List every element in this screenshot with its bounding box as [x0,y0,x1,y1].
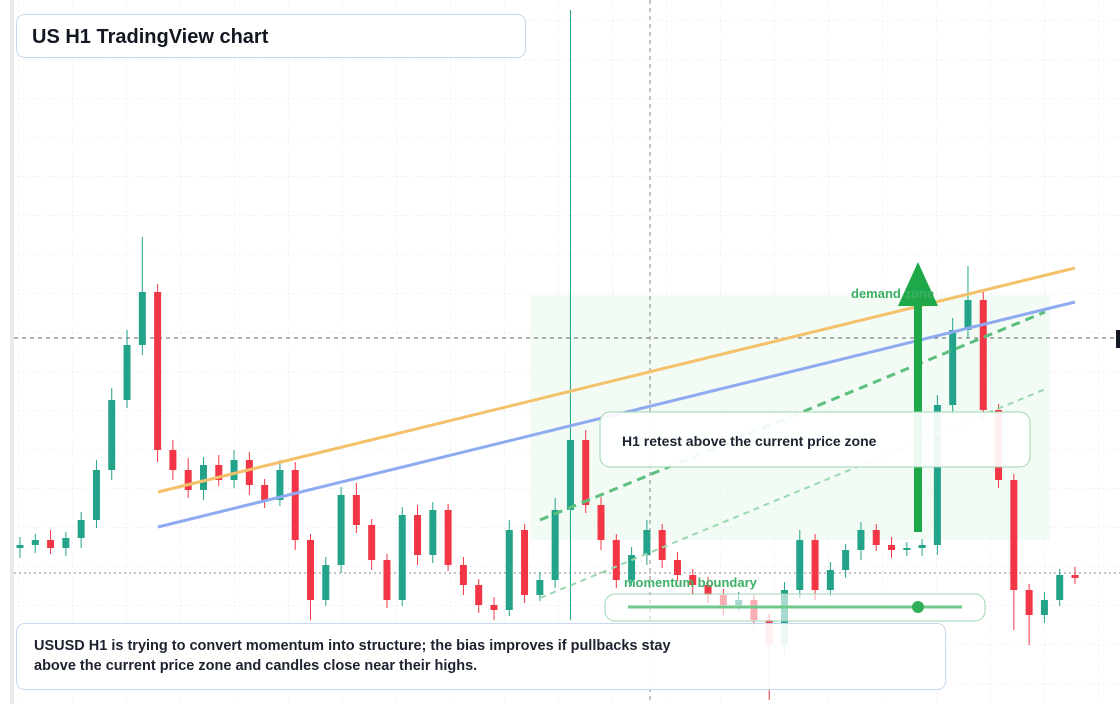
candle-body [1056,575,1064,600]
candle-body [322,565,330,600]
candle-body [689,575,697,585]
candle-body [92,470,100,520]
candle-body [490,605,498,610]
candle-body [612,540,620,580]
candle-body [368,525,376,560]
candle-body [566,440,574,510]
candle-body [857,530,865,550]
candle-body [383,560,391,600]
channel-lower [539,387,1049,599]
candle-body [215,465,223,480]
candle-body [888,545,896,550]
candle-body [933,405,941,545]
note-text: H1 retest above the current price zone [622,433,877,449]
candle-body [536,580,544,595]
candle-body [16,545,24,548]
candle-body [429,510,437,555]
left-edge [10,0,14,704]
candle-body [521,530,529,595]
candle-body [138,292,146,345]
candle-body [811,540,819,590]
candle-body [307,540,315,600]
candle-body [1040,600,1048,615]
slider-handle[interactable] [912,601,924,613]
summary-text: USUSD H1 is trying to convert momentum i… [34,638,671,674]
summary: USUSD H1 is trying to convert momentum i… [34,638,671,674]
candle-body [62,538,70,548]
candle-body [154,292,162,450]
candle-body [582,440,590,505]
candle-body [1025,590,1033,615]
candle-body [673,560,681,575]
arrow-head [898,262,938,306]
candle-body [551,510,559,580]
candle-body [245,460,253,485]
candle-body [643,530,651,555]
zone-label: demand zone [851,286,934,301]
candle-body [31,540,39,545]
candle-body [77,520,85,538]
candle-body [796,540,804,590]
note-box [599,411,1031,468]
candle-body [459,565,467,585]
candle-body [276,470,284,500]
candle-body [949,330,957,405]
candle-body [872,530,880,545]
candle-body [230,460,238,480]
summary-box [16,623,946,690]
candle-body [826,570,834,590]
candle-body [628,555,636,580]
candle-body [842,550,850,570]
candle-body [903,548,911,550]
candle-body [1010,480,1018,590]
candle-body [352,495,360,525]
candle-body [918,545,926,548]
candle-body [505,530,513,610]
candle-body [199,465,207,490]
candle-body [261,485,269,500]
candle-body [47,540,55,548]
candle-body [704,585,712,595]
candle-body [444,510,452,565]
title-box [16,14,526,58]
candle-body [979,300,987,410]
chart-title: US H1 TradingView chart [32,26,269,48]
candle-body [184,470,192,490]
candle-body [123,345,131,400]
candle-body [398,515,406,600]
candle-body [475,585,483,605]
candle-body [658,530,666,560]
candle-body [337,495,345,565]
candle-body [108,400,116,470]
candle-body [1071,575,1079,578]
candle-body [169,450,177,470]
candle-body [414,515,422,555]
momentum-label: momentum boundary [624,575,758,590]
candle-body [597,505,605,540]
candle-body [964,300,972,330]
candle-body [291,470,299,540]
price-tag [1116,330,1120,348]
